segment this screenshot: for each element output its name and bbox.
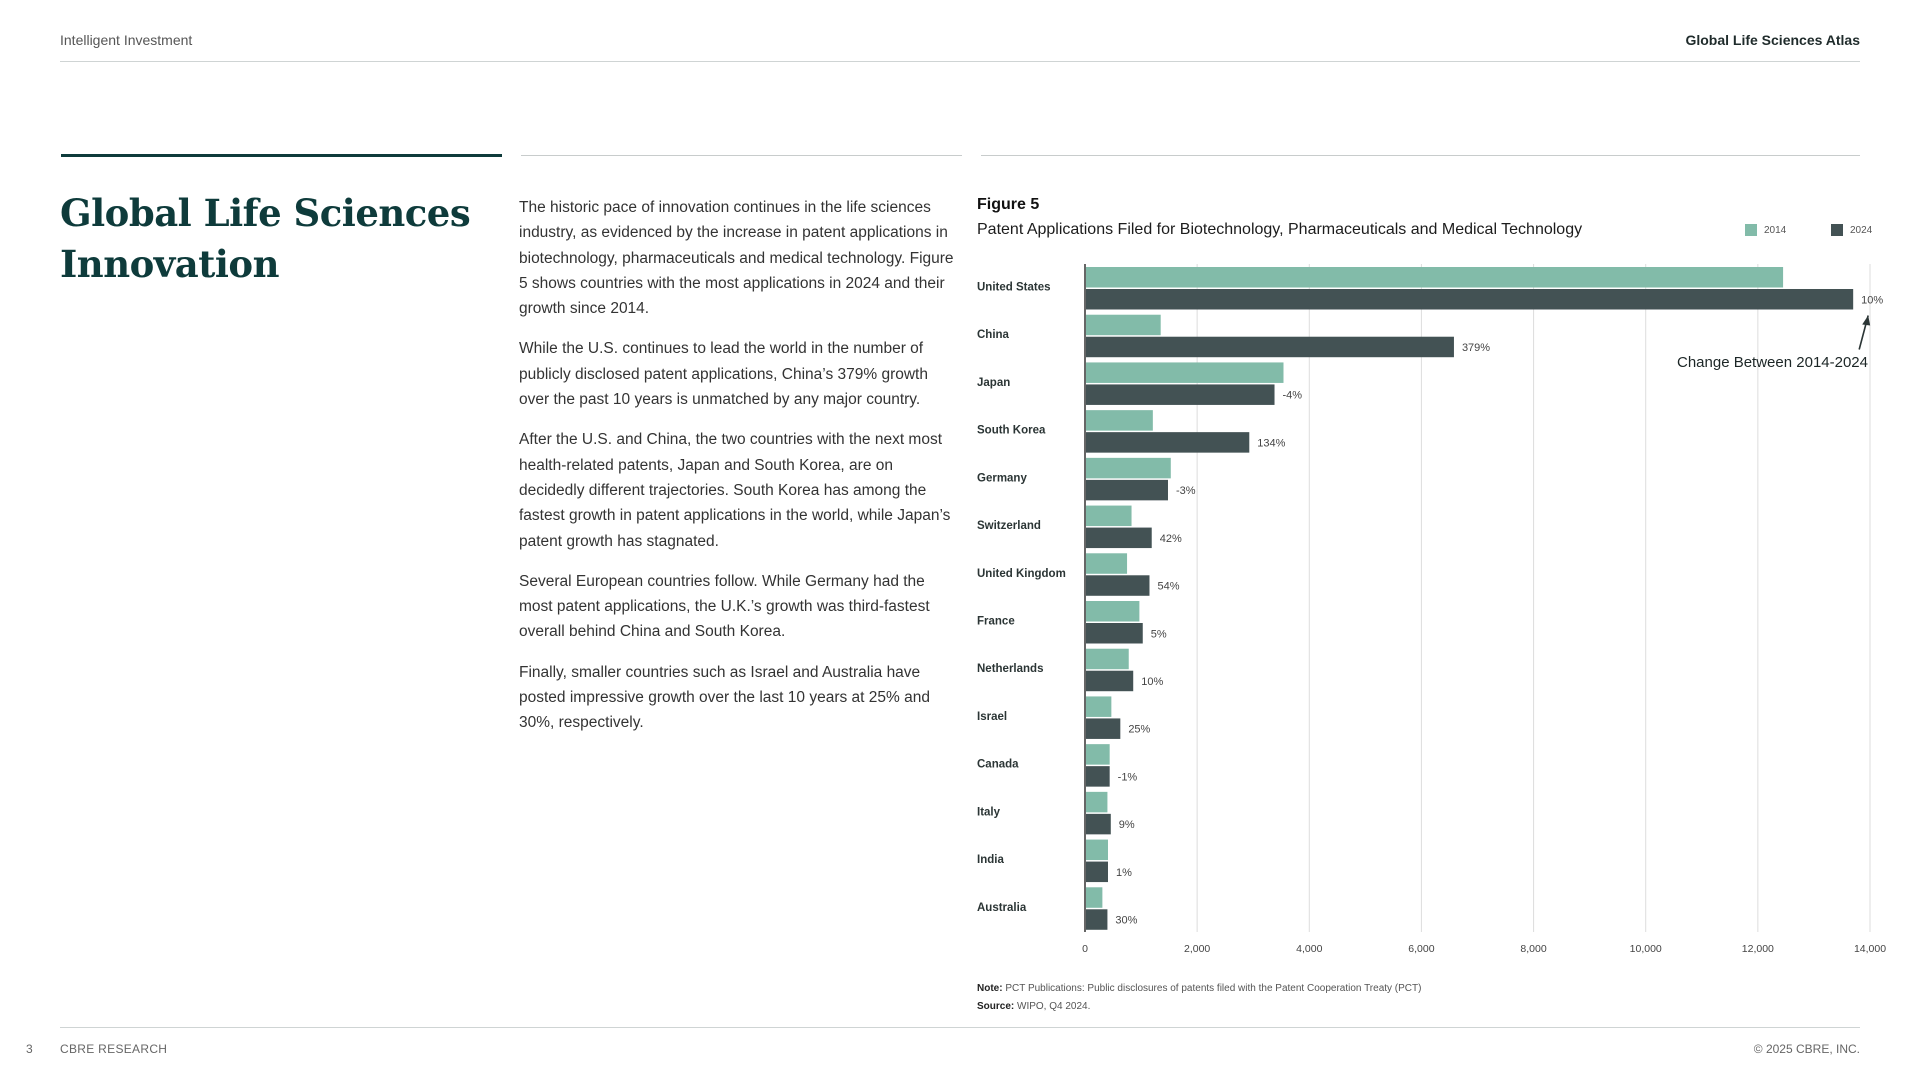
footer-brand: CBRE RESEARCH (60, 1042, 168, 1056)
category-label: Japan (977, 377, 1010, 389)
note-text: PCT Publications: Public disclosures of … (1005, 983, 1422, 994)
figure-label: Figure 5 (977, 196, 1040, 213)
bar-2014 (1086, 457, 1171, 479)
text-column-rule (521, 155, 962, 156)
x-tick-label: 14,000 (1854, 943, 1886, 955)
x-tick-label: 12,000 (1742, 943, 1774, 955)
x-tick-label: 6,000 (1408, 943, 1434, 955)
category-label: Netherlands (977, 663, 1043, 675)
chart-title: Patent Applications Filed for Biotechnol… (977, 221, 1583, 238)
bar-2014 (1086, 839, 1108, 861)
growth-label: -1% (1118, 771, 1138, 783)
paragraph: Several European countries follow. While… (519, 572, 930, 641)
x-tick-label: 0 (1082, 943, 1088, 955)
bar-2014 (1086, 791, 1108, 813)
bar-2014 (1086, 362, 1284, 383)
figure-column-rule (981, 155, 1860, 156)
category-label: India (977, 854, 1004, 866)
legend-swatch-2014 (1745, 224, 1757, 236)
bar-2014 (1086, 410, 1153, 431)
bar-2024 (1086, 527, 1152, 549)
bar-2024 (1086, 813, 1111, 835)
bar-2024 (1086, 336, 1454, 358)
header-publication-title: Global Life Sciences Atlas (1685, 32, 1860, 48)
body-text: The historic pace of innovation continue… (519, 195, 957, 751)
x-tick-label: 2,000 (1184, 943, 1210, 955)
growth-label: -3% (1176, 485, 1196, 497)
bar-2014 (1086, 696, 1112, 717)
bar-2014 (1086, 314, 1161, 336)
category-label: South Korea (977, 425, 1046, 437)
bar-2014 (1086, 601, 1140, 622)
growth-label: 9% (1119, 819, 1135, 831)
category-label: Switzerland (977, 520, 1041, 532)
category-label: Germany (977, 472, 1027, 484)
bar-2024 (1086, 575, 1150, 596)
growth-label: 25% (1128, 724, 1150, 736)
growth-label: 379% (1462, 342, 1490, 354)
bar-2024 (1086, 909, 1108, 930)
bar-chart: 0 2,000 4,000 6,000 8,000 10,000 12,000 14,000 U… (977, 264, 1886, 955)
growth-label: 10% (1141, 676, 1163, 688)
header-section-label: Intelligent Investment (60, 32, 193, 48)
bar-2014 (1086, 744, 1110, 765)
category-label: United States (977, 282, 1051, 294)
growth-label: 10% (1861, 294, 1883, 306)
legend-label-2024: 2024 (1850, 224, 1873, 236)
category-label: Israel (977, 711, 1007, 723)
x-tick-label: 4,000 (1296, 943, 1322, 955)
bar-2024 (1086, 384, 1275, 405)
growth-label: 134% (1257, 437, 1285, 449)
bar-2014 (1086, 648, 1129, 670)
legend-item-2024: 2024 (1831, 224, 1872, 236)
bar-2024 (1086, 479, 1168, 501)
growth-label: 54% (1157, 581, 1179, 593)
note-label: Note: (977, 983, 1003, 994)
x-tick-label: 10,000 (1630, 943, 1662, 955)
header-divider (60, 61, 1860, 62)
annotation-arrow-head (1862, 315, 1871, 326)
growth-label: 1% (1116, 867, 1132, 879)
legend-label-2014: 2014 (1764, 224, 1787, 236)
bar-2024 (1086, 432, 1250, 453)
paragraph: Finally, smaller countries such as Israe… (519, 663, 930, 732)
paragraph: While the U.S. continues to lead the wor… (519, 340, 928, 409)
source-text: WIPO, Q4 2024. (1017, 1001, 1091, 1012)
paragraph: The historic pace of innovation continue… (519, 199, 954, 318)
bar-2014 (1086, 887, 1103, 908)
x-tick-label: 8,000 (1520, 943, 1546, 955)
category-label: China (977, 329, 1010, 341)
figure-note: Note: PCT Publications: Public disclosur… (977, 983, 1421, 994)
category-label: Italy (977, 806, 1001, 818)
footer-copyright: © 2025 CBRE, INC. (1753, 1042, 1860, 1056)
annotation-text: Change Between 2014-2024 (1677, 354, 1868, 371)
page-title: Global Life Sciences Innovation (60, 191, 471, 286)
bar-2024 (1086, 718, 1121, 739)
bar-2024 (1086, 861, 1108, 883)
legend-item-2014: 2014 (1745, 224, 1786, 236)
bar-2014 (1086, 267, 1784, 288)
figure-source: Source: WIPO, Q4 2024. (977, 1001, 1090, 1012)
category-label: Canada (977, 759, 1019, 771)
growth-label: 30% (1115, 915, 1137, 927)
title-column-rule (61, 154, 502, 157)
source-label: Source: (977, 1001, 1015, 1012)
growth-label: 42% (1160, 533, 1182, 545)
growth-label: -4% (1283, 390, 1303, 402)
category-label: United Kingdom (977, 568, 1066, 580)
page-number: 3 (26, 1042, 33, 1056)
category-label: France (977, 616, 1015, 628)
footer-divider (60, 1027, 1860, 1028)
bar-2014 (1086, 553, 1128, 574)
bar-2024 (1086, 670, 1134, 692)
paragraph: After the U.S. and China, the two countr… (519, 431, 951, 550)
category-label: Australia (977, 902, 1027, 914)
bar-2024 (1086, 289, 1854, 310)
bar-2024 (1086, 766, 1110, 787)
legend-swatch-2024 (1831, 224, 1843, 236)
growth-label: 5% (1151, 628, 1167, 640)
bar-2024 (1086, 623, 1143, 644)
bar-2014 (1086, 505, 1132, 527)
